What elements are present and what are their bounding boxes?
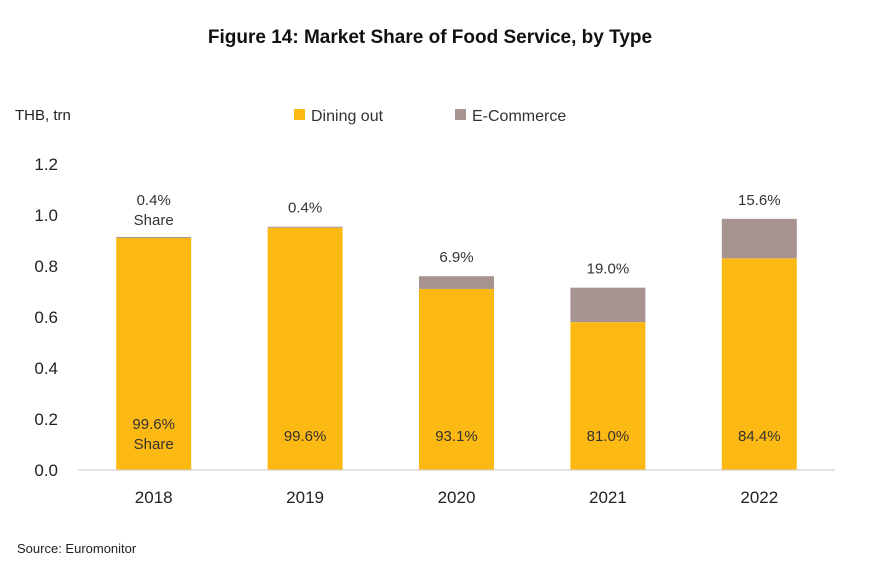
bar-dining-out: [570, 322, 646, 470]
y-tick-label: 0.8: [34, 257, 58, 276]
bar-dining-out: [267, 227, 343, 470]
data-label-dining-out: 84.4%: [738, 428, 781, 445]
source-note: Source: Euromonitor: [17, 541, 137, 556]
y-tick-label: 1.2: [34, 155, 58, 174]
bar-e-commerce: [267, 226, 343, 228]
data-label-e-commerce: 6.9%: [439, 249, 473, 266]
data-label-e-commerce: 0.4%: [137, 192, 171, 209]
data-label-dining-out: 93.1%: [435, 428, 478, 445]
bar-e-commerce: [116, 236, 192, 238]
bar-dining-out: [116, 237, 192, 470]
data-label-e-commerce: 19.0%: [587, 261, 630, 278]
x-category-label: 2018: [135, 488, 173, 507]
x-category-label: 2019: [286, 488, 324, 507]
share-annotation: Share: [134, 212, 174, 229]
data-label-e-commerce: 0.4%: [288, 200, 322, 217]
y-tick-label: 0.2: [34, 410, 58, 429]
bar-e-commerce: [721, 218, 797, 259]
y-tick-label: 0.4: [34, 359, 58, 378]
data-label-dining-out: 99.6%: [284, 428, 327, 445]
x-category-label: 2020: [438, 488, 476, 507]
legend-label-dining-out: Dining out: [311, 108, 384, 125]
y-axis-unit: THB, trn: [15, 107, 71, 124]
data-label-e-commerce: 15.6%: [738, 192, 781, 209]
x-category-label: 2021: [589, 488, 627, 507]
data-label-dining-out: 99.6%: [132, 416, 175, 433]
bar-dining-out: [721, 258, 797, 470]
data-labels: 99.6% 0.4% Share Share 99.6% 0.4% 93.1% 6.9% 81.…: [132, 192, 780, 453]
legend-label-e-commerce: E-Commerce: [472, 108, 566, 125]
legend-swatch-e-commerce: [455, 109, 466, 120]
bars: [116, 218, 797, 470]
data-label-dining-out: 81.0%: [587, 428, 630, 445]
y-tick-label: 0.6: [34, 308, 58, 327]
y-tick-label: 0.0: [34, 461, 58, 480]
bar-e-commerce: [570, 287, 646, 323]
x-axis-labels: 2018 2019 2020 2021 2022: [135, 488, 778, 507]
bar-e-commerce: [419, 276, 494, 289]
chart-title: Figure 14: Market Share of Food Service,…: [208, 27, 652, 48]
bar-dining-out: [419, 288, 494, 470]
y-axis-ticks: 0.0 0.2 0.4 0.6 0.8 1.0 1.2: [34, 155, 58, 480]
x-category-label: 2022: [740, 488, 778, 507]
legend-swatch-dining-out: [294, 109, 305, 120]
legend: Dining out E-Commerce: [294, 108, 566, 125]
y-tick-label: 1.0: [34, 206, 58, 225]
share-annotation: Share: [134, 436, 174, 453]
